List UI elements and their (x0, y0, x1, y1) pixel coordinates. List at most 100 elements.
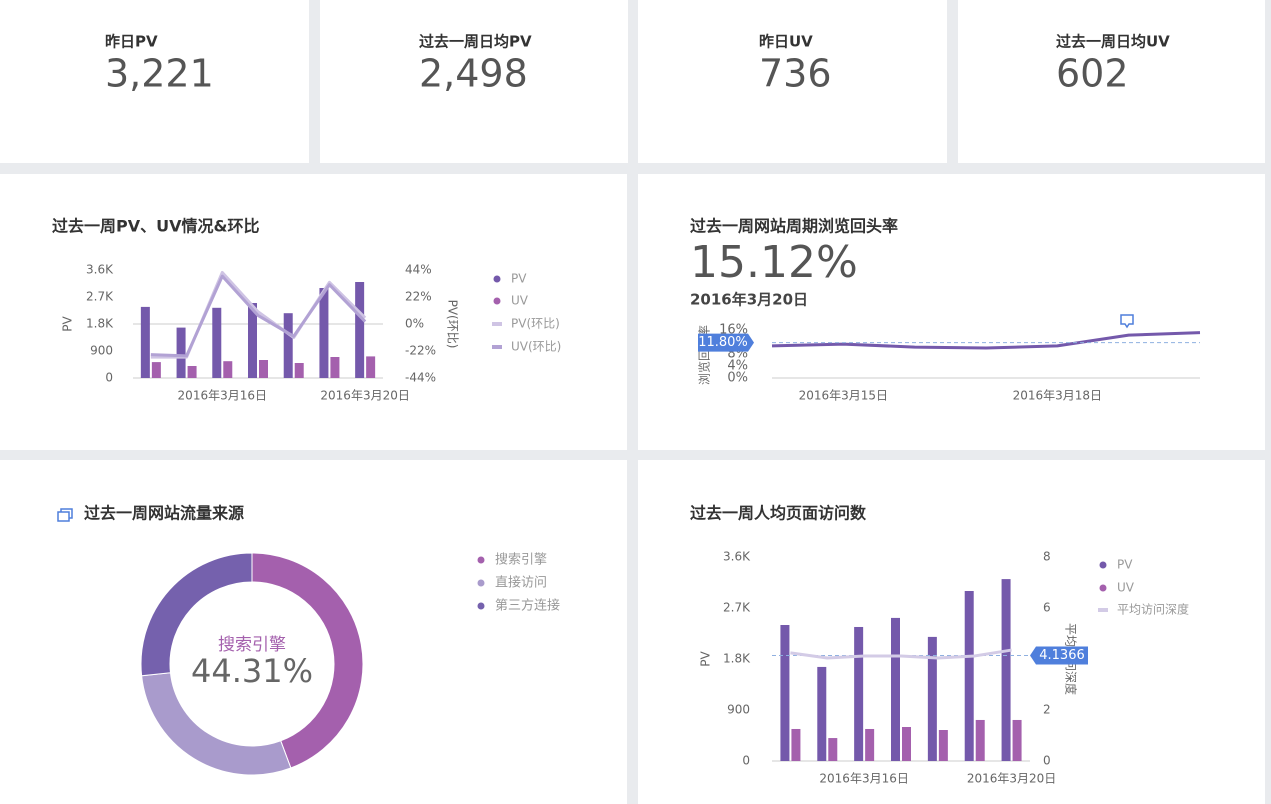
chart-title: 过去一周网站周期浏览回头率 (690, 217, 898, 236)
legend-swatch (477, 602, 485, 610)
kpi-value: 736 (759, 52, 832, 96)
y-tick-label: 0 (742, 754, 750, 768)
x-tick-label: 2016年3月18日 (1013, 389, 1102, 403)
bar (927, 636, 937, 761)
y2-tick-label: 2 (1043, 703, 1051, 717)
bar (964, 591, 974, 761)
bar (865, 728, 875, 761)
card (958, 0, 1265, 163)
y-tick-label: 3.6K (723, 550, 751, 564)
center-value: 44.31% (191, 652, 313, 690)
kpi-label: 昨日PV (105, 33, 158, 51)
reference-pill (698, 333, 754, 352)
y2-tick-label: -44% (405, 371, 436, 385)
y2-tick-label: 8 (1043, 550, 1051, 564)
card (0, 0, 309, 163)
kpi-label: 过去一周日均PV (419, 33, 532, 51)
bar (1012, 719, 1022, 761)
reference-label: 4.1366 (1039, 648, 1085, 663)
y-tick-label: 900 (90, 344, 113, 358)
y2-tick-label: -22% (405, 344, 436, 358)
reference-label: 11.80% (698, 335, 748, 350)
bar (975, 719, 985, 761)
bar (319, 288, 329, 378)
bar (187, 366, 197, 378)
y2-tick-label: 6 (1043, 601, 1051, 615)
marker-flag (1120, 314, 1134, 329)
bar (902, 727, 911, 761)
bar (248, 303, 257, 378)
bar (212, 307, 222, 378)
legend-swatch (493, 275, 501, 283)
y2-tick-label: 0% (405, 317, 424, 331)
kpi-label: 昨日UV (759, 33, 813, 51)
legend-label: PV (1117, 558, 1133, 572)
bar (1001, 579, 1011, 761)
bar (891, 617, 900, 761)
bar (330, 357, 340, 378)
x-tick-label: 2016年3月16日 (819, 772, 908, 786)
y2-tick-label: 44% (405, 263, 432, 277)
chart-title: 过去一周人均页面访问数 (690, 504, 867, 523)
y-tick-label: 2.7K (86, 290, 114, 304)
subtitle: 2016年3月20日 (690, 291, 808, 309)
line-series (150, 274, 367, 358)
donut-segment (140, 552, 253, 677)
legend-label: UV (1117, 581, 1135, 595)
y-tick-label: 1.8K (723, 652, 751, 666)
chart-title: 过去一周网站流量来源 (84, 504, 244, 523)
legend-swatch (492, 345, 502, 349)
kpi-value: 2,498 (419, 52, 528, 96)
card (638, 174, 1265, 450)
bar (791, 728, 801, 761)
kpi-value: 602 (1056, 52, 1129, 96)
bar (259, 360, 268, 378)
reference-pill (1030, 646, 1088, 665)
card (320, 0, 628, 163)
y2-tick-label: 0 (1043, 754, 1051, 768)
bar (780, 625, 790, 761)
center-category: 搜索引擎 (218, 635, 286, 655)
legend-label: 直接访问 (495, 575, 547, 591)
x-tick-label: 2016年3月15日 (799, 389, 888, 403)
kpi-label: 过去一周日均UV (1056, 33, 1170, 51)
bar (283, 313, 293, 378)
axis-title: PV(环比) (446, 300, 460, 349)
legend-label: UV (511, 294, 529, 308)
y-tick-label: 0 (105, 371, 113, 385)
y2-tick-label: 22% (405, 290, 432, 304)
line-series (771, 331, 1201, 350)
kpi-value: 3,221 (105, 52, 214, 96)
y-tick-label: 2.7K (723, 601, 751, 615)
y-tick-label: 4% (727, 359, 748, 374)
bar (938, 730, 948, 761)
card (638, 0, 947, 163)
bar (817, 666, 827, 761)
bar (854, 626, 864, 761)
bar (140, 306, 150, 378)
legend-label: PV(环比) (511, 317, 560, 331)
line-series (790, 648, 1012, 660)
bar (151, 362, 161, 378)
headline: 15.12% (690, 237, 858, 288)
axis-title: PV (61, 315, 75, 331)
bar (223, 361, 233, 378)
bar (366, 356, 376, 378)
legend-label: 平均访问深度 (1117, 602, 1189, 617)
legend-swatch (492, 322, 502, 326)
title-icon (57, 508, 73, 522)
x-tick-label: 2016年3月20日 (967, 772, 1056, 786)
legend-swatch (1099, 584, 1107, 592)
legend-swatch (477, 556, 485, 564)
bar (176, 327, 186, 378)
bar (828, 738, 838, 761)
y-tick-label: 900 (727, 703, 750, 717)
legend-swatch (493, 297, 501, 305)
bar (294, 363, 304, 378)
y-tick-label: 1.8K (86, 317, 114, 331)
card (638, 460, 1265, 804)
axis-title: PV (699, 650, 713, 666)
legend-label: PV (511, 272, 527, 286)
